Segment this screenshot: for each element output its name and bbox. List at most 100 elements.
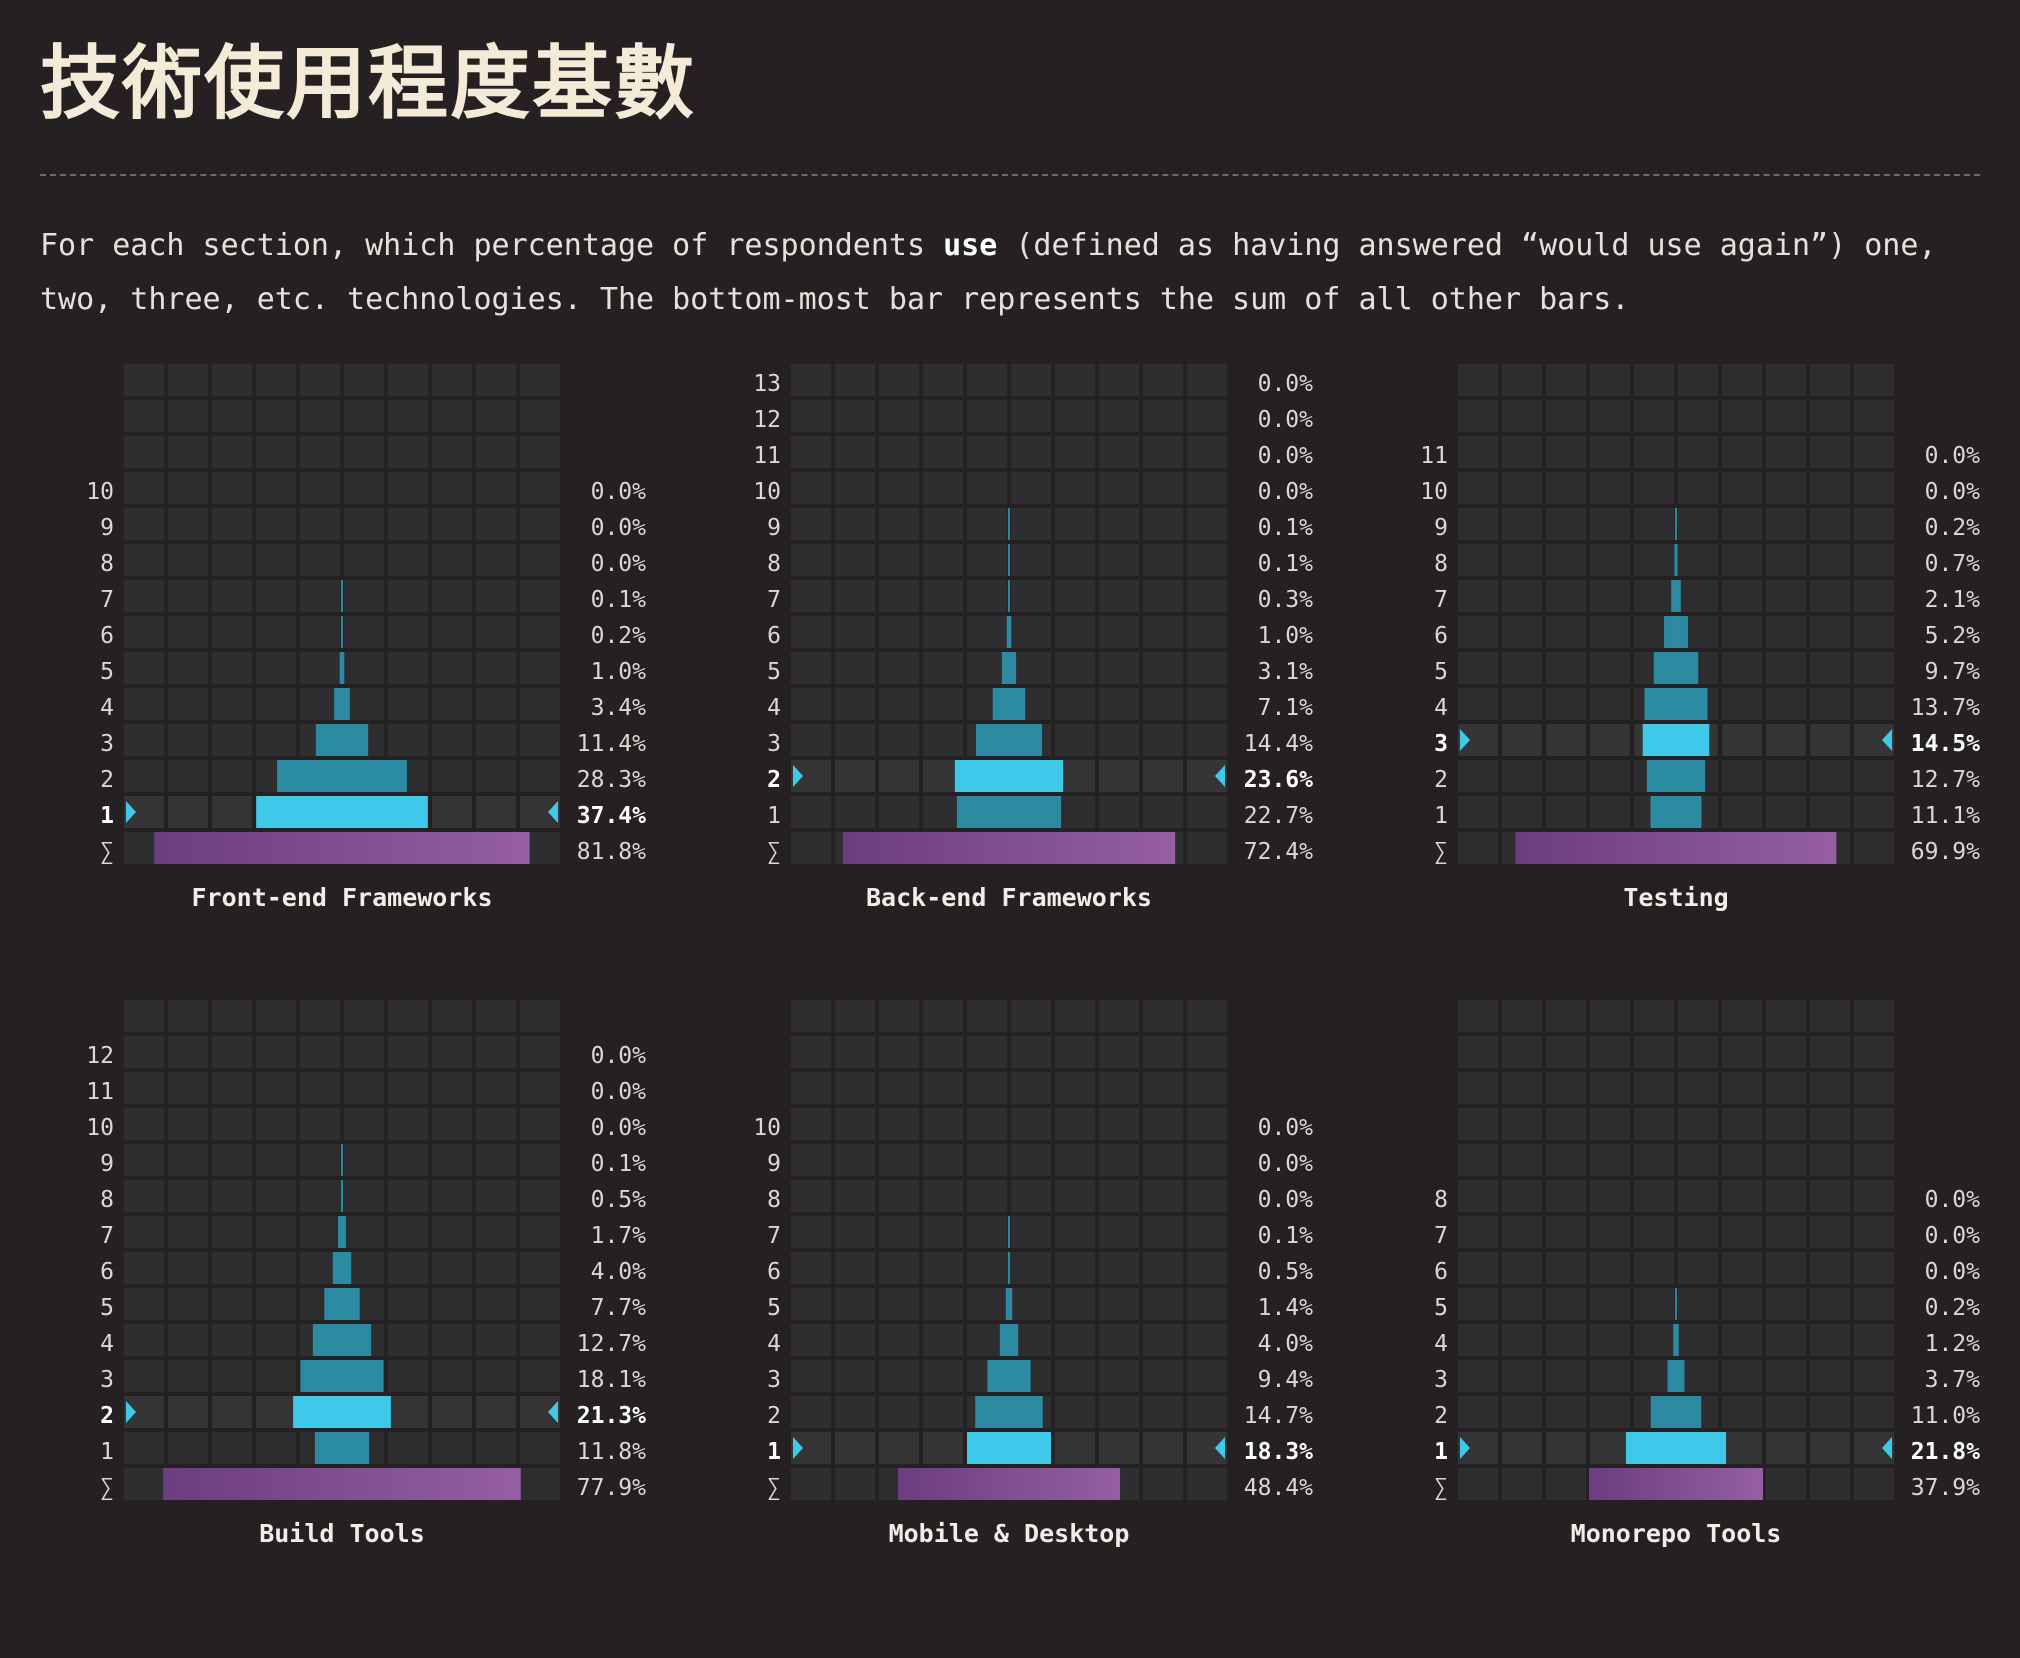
bar-2: [293, 1396, 391, 1428]
grid-cell: [1590, 580, 1630, 612]
grid-cell: [388, 1072, 428, 1104]
grid-cell: [1143, 472, 1183, 504]
grid-cell: [1099, 1072, 1139, 1104]
cardinality-chart-3: 11 0.0%10 0.0%9 0.2%8 0.7%7 2.1%6 5.2%5 9.7%4 13…: [1420, 364, 1981, 912]
grid-cell: [791, 544, 831, 576]
grid-cell: [1458, 1180, 1498, 1212]
grid-cell: [1187, 688, 1227, 720]
grid-cell: [791, 1360, 831, 1392]
page-title: 技術使用程度基數: [40, 37, 696, 130]
grid-cell: [1810, 1144, 1850, 1176]
value-label: 11.4%: [577, 731, 646, 757]
row-label: 11: [86, 1079, 114, 1105]
grid-cell: [344, 364, 384, 396]
row-label: 3: [767, 1367, 781, 1393]
grid-cell: [1502, 1360, 1542, 1392]
grid-cell: [520, 1252, 560, 1284]
grid-cell: [388, 1252, 428, 1284]
grid-cell: [432, 652, 472, 684]
grid-cell: [1502, 544, 1542, 576]
description: For each section, which percentage of re…: [40, 219, 2000, 327]
grid-cell: [1458, 508, 1498, 540]
grid-cell: [1678, 1000, 1718, 1032]
row-label: 7: [1434, 587, 1448, 613]
grid-cell: [1590, 1288, 1630, 1320]
grid-cell: [1187, 1144, 1227, 1176]
grid-cell: [300, 436, 340, 468]
grid-cell: [835, 1036, 875, 1068]
grid-cell: [967, 508, 1007, 540]
bar-4: [312, 1324, 372, 1356]
grid-cell: [1187, 832, 1227, 864]
grid-cell: [168, 616, 208, 648]
grid-cell: [879, 1252, 919, 1284]
grid-cell: [967, 1000, 1007, 1032]
grid-cell: [520, 364, 560, 396]
grid-cell: [212, 1108, 252, 1140]
grid-cell: [923, 1216, 963, 1248]
grid-cell: [1854, 796, 1894, 828]
grid-cell: [1546, 1108, 1586, 1140]
grid-cell: [1810, 1252, 1850, 1284]
grid-cell: [124, 544, 164, 576]
grid-cell: [835, 1072, 875, 1104]
grid-cell: [476, 1180, 516, 1212]
grid-cell: [1590, 1432, 1630, 1464]
row-label: 2: [1434, 1403, 1448, 1429]
grid-cell: [835, 1396, 875, 1428]
grid-cell: [1143, 1180, 1183, 1212]
grid-cell: [1143, 1216, 1183, 1248]
grid-cell: [1099, 472, 1139, 504]
grid-cell: [1187, 1324, 1227, 1356]
grid-cell: [923, 1324, 963, 1356]
grid-cell: [1678, 580, 1718, 612]
grid-cell: [300, 652, 340, 684]
grid-cell: [923, 436, 963, 468]
grid-cell: [1678, 1180, 1718, 1212]
grid-cell: [923, 400, 963, 432]
grid-cell: [168, 1288, 208, 1320]
grid-cell: [1590, 1252, 1630, 1284]
row-label: 3: [767, 731, 781, 757]
grid-cell: [791, 472, 831, 504]
grid-cell: [256, 436, 296, 468]
value-label: 0.0%: [1925, 1187, 1981, 1213]
grid-cell: [1634, 436, 1674, 468]
grid-cell: [1854, 616, 1894, 648]
grid-cell: [1810, 1288, 1850, 1320]
grid-cell: [1722, 688, 1762, 720]
value-label: 0.2%: [591, 623, 647, 649]
grid-cell: [879, 1180, 919, 1212]
grid-cell: [1766, 1396, 1806, 1428]
grid-cell: [124, 652, 164, 684]
grid-cell: [1187, 1288, 1227, 1320]
grid-cell: [476, 1288, 516, 1320]
grid-cell: [1634, 1108, 1674, 1140]
value-label: 9.7%: [1925, 659, 1981, 685]
grid-cell: [923, 1036, 963, 1068]
grid-cell: [212, 1216, 252, 1248]
row-label: 5: [1434, 659, 1448, 685]
grid-cell: [1722, 1360, 1762, 1392]
value-label: 28.3%: [577, 767, 646, 793]
grid-cell: [791, 1072, 831, 1104]
grid-cell: [1143, 436, 1183, 468]
value-label: 14.5%: [1911, 731, 1980, 757]
grid-cell: [1854, 1288, 1894, 1320]
grid-cell: [967, 472, 1007, 504]
grid-cell: [923, 688, 963, 720]
grid-cell: [923, 1072, 963, 1104]
grid-cell: [1722, 1216, 1762, 1248]
row-label: 8: [100, 1187, 114, 1213]
grid-cell: [1810, 472, 1850, 504]
grid-cell: [168, 364, 208, 396]
grid-cell: [432, 1036, 472, 1068]
grid-cell: [212, 472, 252, 504]
grid-cell: [791, 1324, 831, 1356]
row-label: 10: [753, 1115, 781, 1141]
grid-cell: [124, 1144, 164, 1176]
bar-5: [339, 652, 345, 684]
grid-cell: [300, 688, 340, 720]
grid-cell: [1766, 436, 1806, 468]
grid-cell: [432, 1432, 472, 1464]
